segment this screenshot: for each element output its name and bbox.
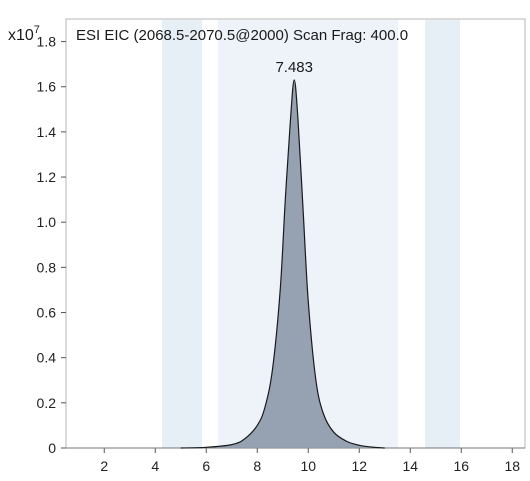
peak-area: [180, 79, 385, 448]
y-tick-label: 0.8: [37, 259, 57, 275]
background-stripe: [425, 20, 460, 448]
series-line: [180, 79, 385, 449]
y-tick-label: 0.2: [37, 395, 57, 411]
y-tick-label: 1.8: [37, 34, 57, 50]
marks-group: [180, 79, 385, 449]
axes-group: 0 0.2 0.4 0.6 0.8 1.0 1.2 1.4 1.6 1.8 2 4 6 8 10 12 14 16…: [37, 34, 525, 474]
x-tick-label: 14: [402, 458, 418, 474]
chart-title: ESI EIC (2068.5-2070.5@2000) Scan Frag: …: [76, 27, 408, 44]
background-stripe: [162, 20, 202, 448]
y-tick-label: 0.6: [37, 305, 57, 321]
y-tick-label: 0.4: [37, 350, 57, 366]
y-tick-label: 1.6: [37, 79, 57, 95]
y-tick-label: 0: [48, 440, 56, 456]
y-tick-label: 1.4: [37, 124, 57, 140]
y-tick-label: 1.0: [37, 214, 57, 230]
x-tick-label: 4: [151, 458, 159, 474]
x-tick-label: 12: [351, 458, 367, 474]
x-tick-label: 16: [453, 458, 469, 474]
y-tick-label: 1.2: [37, 169, 57, 185]
x-tick-label: 8: [253, 458, 261, 474]
x-tick-label: 6: [202, 458, 210, 474]
y-multiplier-label: x107: [8, 24, 40, 44]
x-tick-label: 10: [300, 458, 316, 474]
peak-label: 7.483: [275, 59, 313, 76]
x-tick-label: 2: [100, 458, 108, 474]
x-tick-label: 18: [504, 458, 520, 474]
